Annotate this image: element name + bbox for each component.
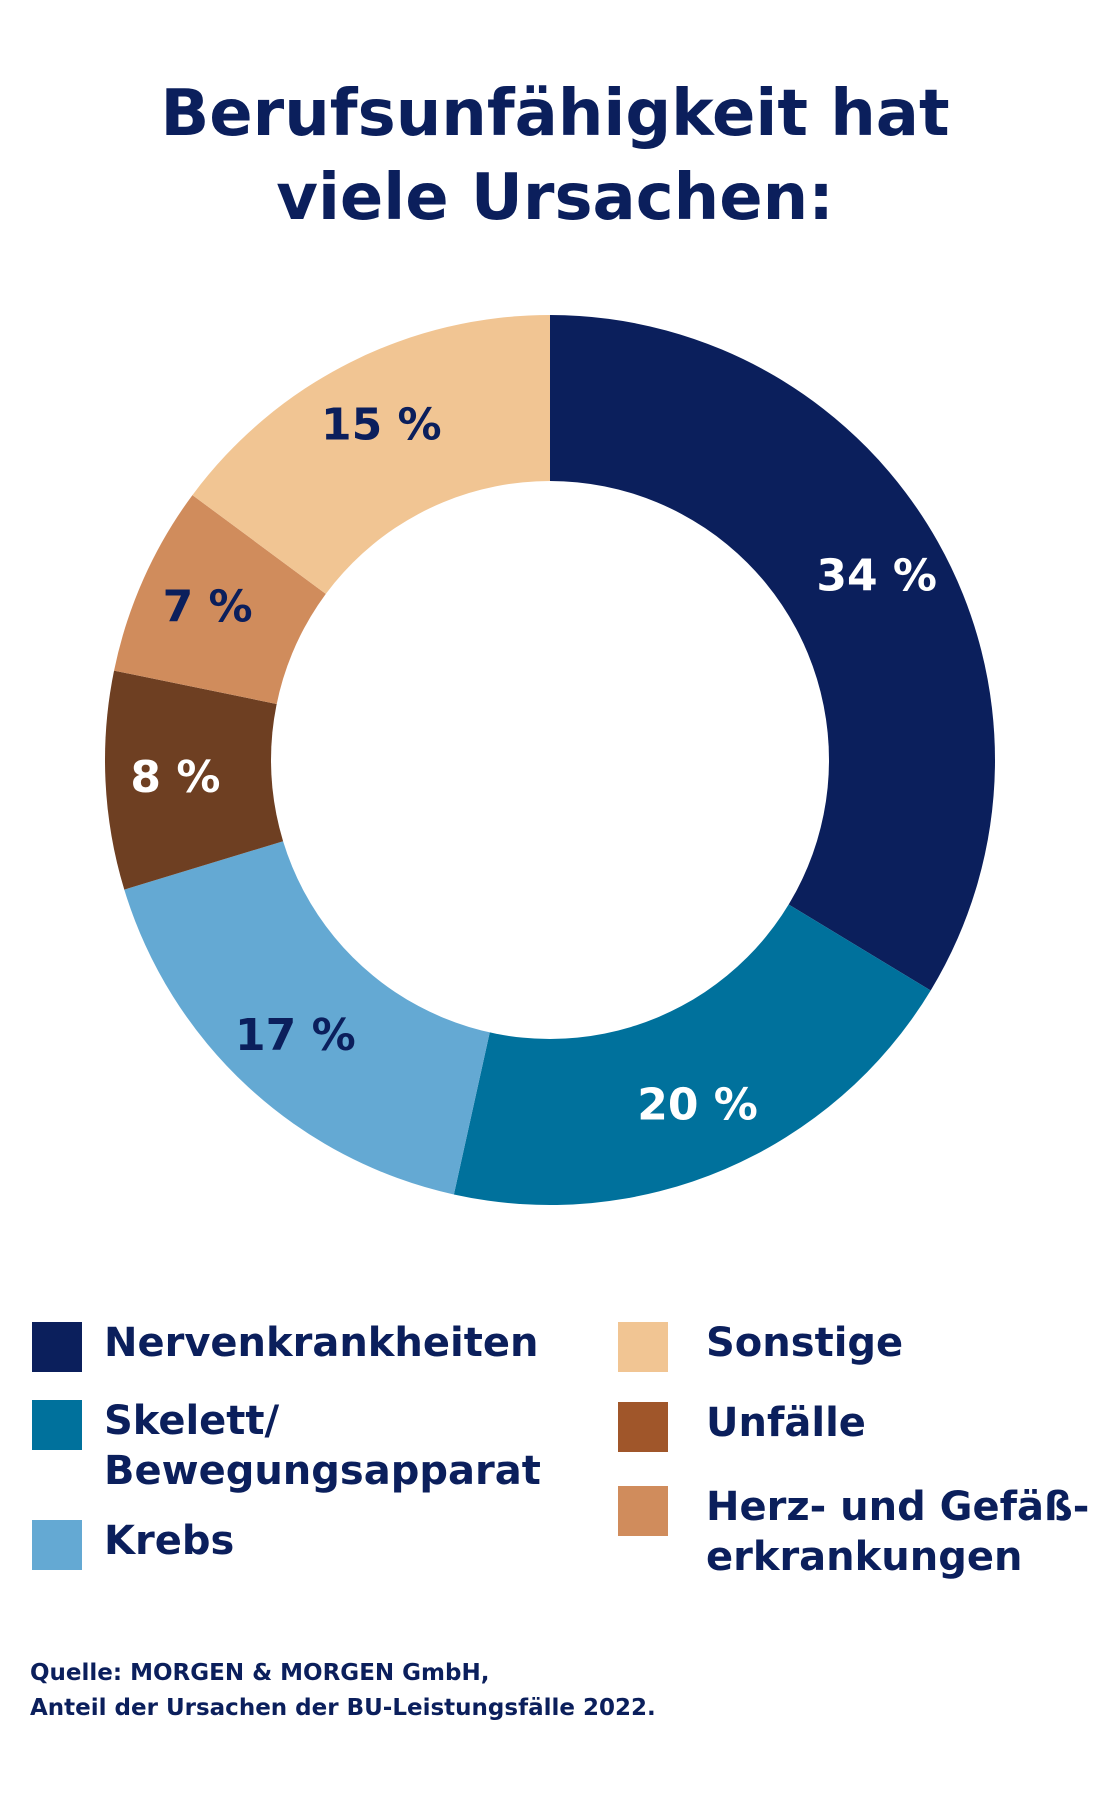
legend: Nervenkrankheiten Skelett/ Bewegungsappa… (0, 1318, 1110, 1618)
legend-label-line2: erkrankungen (706, 1534, 1023, 1580)
slice-label-5: 15 % (321, 400, 442, 451)
slice-label-2: 17 % (235, 1010, 356, 1061)
legend-item-unfaelle: Unfälle (618, 1398, 866, 1452)
slice-label-4: 7 % (163, 582, 253, 633)
legend-item-herz: Herz- und Gefäß- erkrankungen (618, 1482, 1089, 1582)
legend-swatch (32, 1322, 82, 1372)
legend-item-skelett: Skelett/ Bewegungsapparat (32, 1396, 541, 1496)
source-line2: Anteil der Ursachen der BU-Leistungsfäll… (30, 1695, 656, 1721)
donut-chart: 34 % 20 % 17 % 8 % 7 % 15 % (104, 315, 995, 1205)
chart-title-line2: viele Ursachen: (276, 161, 834, 235)
chart-title-line1: Berufsunfähigkeit hat (160, 77, 950, 151)
legend-item-sonstige: Sonstige (618, 1318, 903, 1372)
slice-label-1: 20 % (637, 1079, 758, 1130)
legend-swatch (32, 1400, 82, 1450)
legend-label: Unfälle (706, 1400, 866, 1446)
source-note: Quelle: MORGEN & MORGEN GmbH, Anteil der… (30, 1656, 656, 1726)
legend-swatch (32, 1520, 82, 1570)
legend-swatch (618, 1402, 668, 1452)
chart-title: Berufsunfähigkeit hat viele Ursachen: (0, 72, 1110, 240)
slice-label-0: 34 % (816, 550, 937, 601)
donut-hole (271, 481, 829, 1039)
legend-label: Krebs (104, 1518, 235, 1564)
legend-label-line2: Bewegungsapparat (104, 1448, 541, 1494)
legend-item-nervenkrankheiten: Nervenkrankheiten (32, 1318, 538, 1372)
legend-label: Herz- und Gefäß- (706, 1484, 1090, 1530)
donut-labels: 34 % 20 % 17 % 8 % 7 % 15 % (130, 400, 937, 1131)
legend-label: Sonstige (706, 1320, 904, 1366)
legend-item-krebs: Krebs (32, 1516, 234, 1570)
legend-swatch (618, 1322, 668, 1372)
legend-swatch (618, 1486, 668, 1536)
legend-label: Skelett/ (104, 1398, 280, 1444)
source-line1: Quelle: MORGEN & MORGEN GmbH, (30, 1660, 490, 1686)
legend-label: Nervenkrankheiten (104, 1320, 539, 1366)
slice-label-3: 8 % (130, 752, 220, 803)
